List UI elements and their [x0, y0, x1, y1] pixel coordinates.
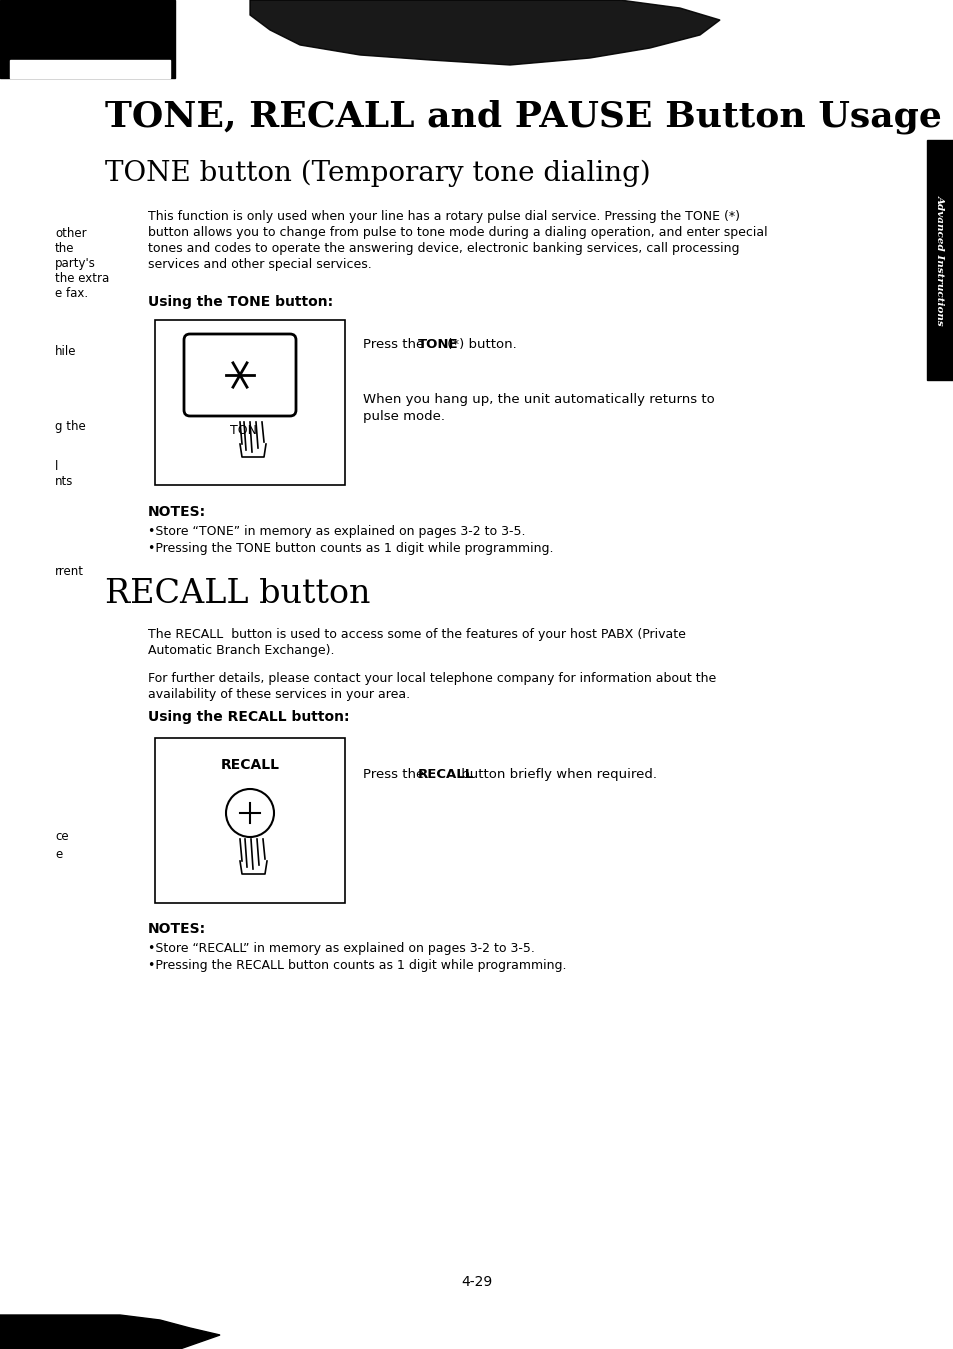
Text: pulse mode.: pulse mode.	[363, 410, 444, 424]
FancyBboxPatch shape	[184, 335, 295, 415]
Text: availability of these services in your area.: availability of these services in your a…	[148, 688, 410, 701]
Text: services and other special services.: services and other special services.	[148, 258, 372, 271]
Circle shape	[226, 789, 274, 836]
Text: (*) button.: (*) button.	[442, 339, 516, 351]
Text: TONE, RECALL and PAUSE Button Usage: TONE, RECALL and PAUSE Button Usage	[105, 100, 941, 135]
Text: TON: TON	[230, 424, 256, 437]
Text: e: e	[55, 849, 62, 861]
Text: rrent: rrent	[55, 565, 84, 577]
Polygon shape	[250, 0, 720, 65]
Text: nts: nts	[55, 475, 73, 488]
Polygon shape	[0, 1315, 220, 1349]
Text: party's: party's	[55, 258, 95, 270]
Text: NOTES:: NOTES:	[148, 505, 206, 519]
Text: Press the: Press the	[363, 339, 428, 351]
Text: ce: ce	[55, 830, 69, 843]
Text: RECALL: RECALL	[220, 758, 279, 772]
Bar	[154, 738, 345, 902]
Text: RECALL button: RECALL button	[105, 577, 370, 610]
Text: For further details, please contact your local telephone company for information: For further details, please contact your…	[148, 672, 716, 685]
Text: hile: hile	[55, 345, 76, 357]
Text: •Pressing the TONE button counts as 1 digit while programming.: •Pressing the TONE button counts as 1 di…	[148, 542, 553, 554]
Text: When you hang up, the unit automatically returns to: When you hang up, the unit automatically…	[363, 393, 714, 406]
Text: Automatic Branch Exchange).: Automatic Branch Exchange).	[148, 643, 335, 657]
Text: button allows you to change from pulse to tone mode during a dialing operation, : button allows you to change from pulse t…	[148, 227, 767, 239]
Bar	[0, 0, 174, 78]
Bar	[926, 140, 953, 380]
Text: e fax.: e fax.	[55, 287, 88, 299]
Text: Using the TONE button:: Using the TONE button:	[148, 295, 333, 309]
Text: other: other	[55, 227, 87, 240]
Text: Using the RECALL button:: Using the RECALL button:	[148, 710, 349, 724]
Text: This function is only used when your line has a rotary pulse dial service. Press: This function is only used when your lin…	[148, 210, 740, 223]
Bar	[154, 320, 345, 486]
Text: •Pressing the RECALL button counts as 1 digit while programming.: •Pressing the RECALL button counts as 1 …	[148, 959, 566, 973]
Text: the extra: the extra	[55, 272, 110, 285]
Text: The RECALL  button is used to access some of the features of your host PABX (Pri: The RECALL button is used to access some…	[148, 629, 685, 641]
Text: g the: g the	[55, 420, 86, 433]
Text: Press the: Press the	[363, 768, 428, 781]
Text: •Store “RECALL” in memory as explained on pages 3-2 to 3-5.: •Store “RECALL” in memory as explained o…	[148, 942, 535, 955]
Text: l: l	[55, 460, 58, 473]
Text: Advanced Instructions: Advanced Instructions	[935, 194, 944, 325]
Text: 4-29: 4-29	[461, 1275, 492, 1290]
Text: tones and codes to operate the answering device, electronic banking services, ca: tones and codes to operate the answering…	[148, 241, 739, 255]
Text: the: the	[55, 241, 74, 255]
Text: TONE button (Temporary tone dialing): TONE button (Temporary tone dialing)	[105, 161, 650, 188]
Text: RECALL: RECALL	[417, 768, 474, 781]
Bar	[10, 59, 170, 78]
Text: button briefly when required.: button briefly when required.	[456, 768, 657, 781]
Text: •Store “TONE” in memory as explained on pages 3-2 to 3-5.: •Store “TONE” in memory as explained on …	[148, 525, 525, 538]
Text: NOTES:: NOTES:	[148, 921, 206, 936]
Text: TONE: TONE	[417, 339, 458, 351]
